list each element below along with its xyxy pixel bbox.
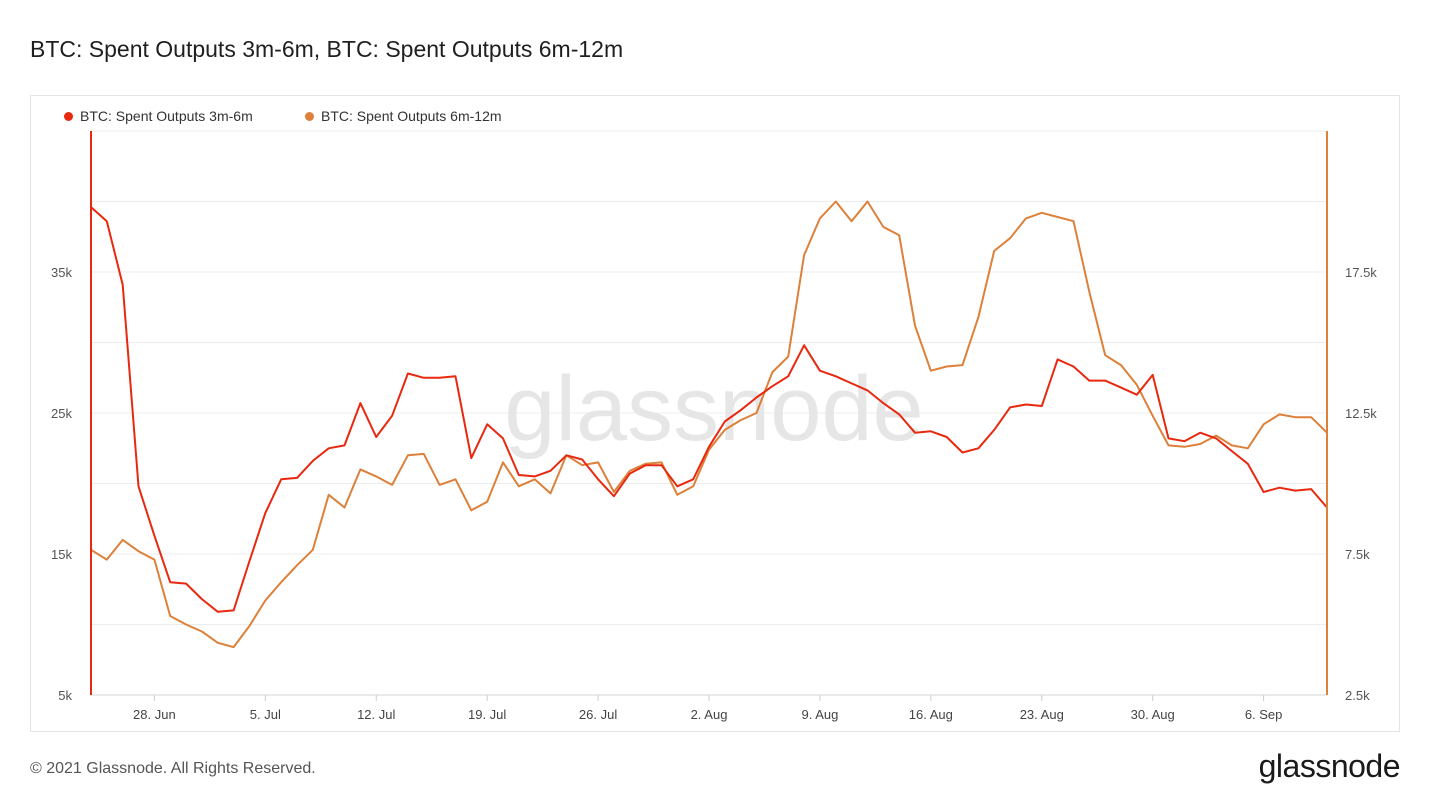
legend-marker-3m-6m (64, 111, 73, 121)
legend-item-3m-6m[interactable]: BTC: Spent Outputs 3m-6m (64, 108, 253, 124)
y-right-tick-label: 2.5k (1345, 688, 1370, 703)
x-tick-label: 26. Jul (579, 707, 617, 722)
x-tick-label: 19. Jul (468, 707, 506, 722)
x-tick-label: 23. Aug (1020, 707, 1064, 722)
y-left-tick-label: 35k (51, 265, 72, 280)
x-tick-label: 9. Aug (801, 707, 838, 722)
legend-label-3m-6m: BTC: Spent Outputs 3m-6m (80, 108, 253, 124)
series-line-3m-6m (90, 206, 1328, 613)
copyright-text: © 2021 Glassnode. All Rights Reserved. (30, 760, 316, 777)
legend-marker-6m-12m (305, 111, 314, 121)
x-tick-label: 30. Aug (1131, 707, 1175, 722)
x-tick-label: 12. Jul (357, 707, 395, 722)
chart-title: BTC: Spent Outputs 3m-6m, BTC: Spent Out… (30, 36, 624, 62)
x-tick-label: 6. Sep (1245, 707, 1283, 722)
y-right-tick-label: 7.5k (1345, 547, 1370, 562)
x-tick-label: 28. Jun (133, 707, 176, 722)
x-tick-label: 2. Aug (691, 707, 728, 722)
chart-panel (30, 95, 1400, 732)
series-line-6m-12m (90, 200, 1328, 649)
y-left-tick-label: 25k (51, 406, 72, 421)
x-tick-label: 16. Aug (909, 707, 953, 722)
y-left-tick-label: 5k (58, 688, 72, 703)
brand-logo: glassnode (1258, 748, 1401, 784)
y-right-tick-label: 12.5k (1345, 406, 1377, 421)
x-tick-label: 5. Jul (250, 707, 281, 722)
y-left-tick-label: 15k (51, 547, 72, 562)
legend-label-6m-12m: BTC: Spent Outputs 6m-12m (321, 108, 502, 124)
legend-item-6m-12m[interactable]: BTC: Spent Outputs 6m-12m (305, 108, 502, 124)
y-right-tick-label: 17.5k (1345, 265, 1377, 280)
